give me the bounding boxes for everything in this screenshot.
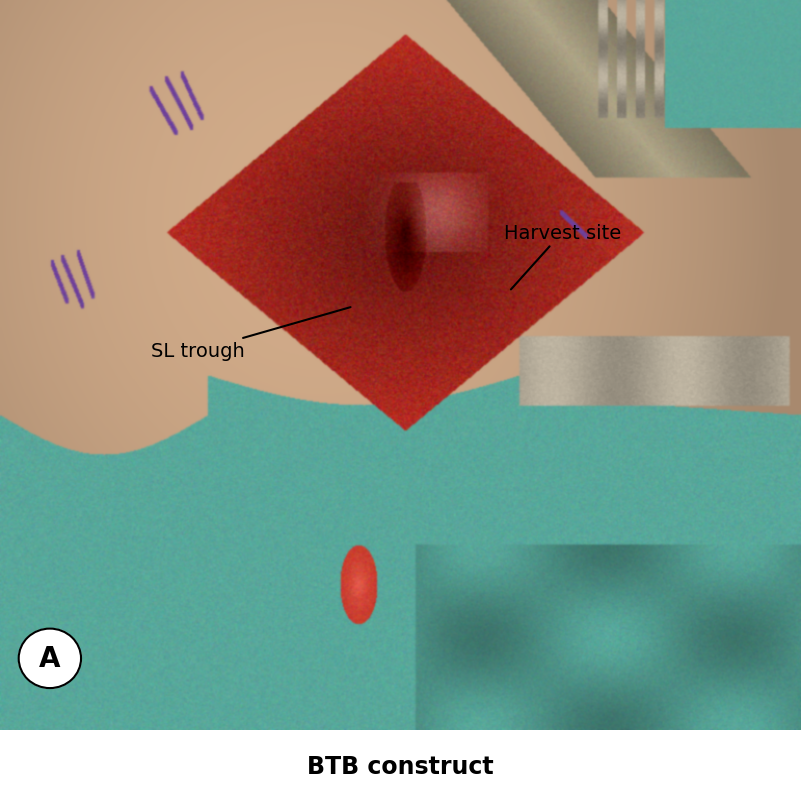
Text: Harvest site: Harvest site [504,223,621,290]
Circle shape [18,629,81,688]
Text: A: A [39,645,61,673]
Text: SL trough: SL trough [151,308,351,361]
Text: BTB construct: BTB construct [308,754,493,778]
